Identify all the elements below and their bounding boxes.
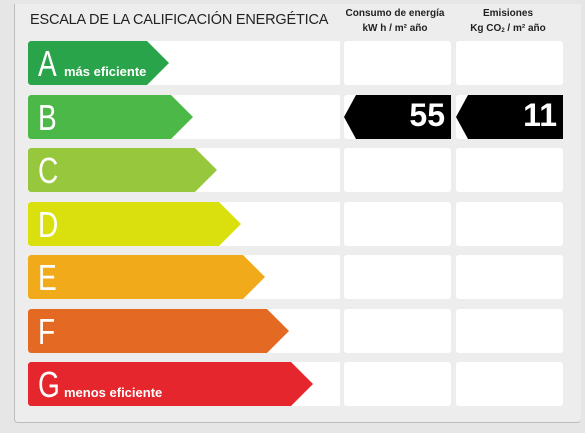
class-letter: C: [38, 150, 59, 191]
class-label: menos eficiente: [64, 385, 163, 400]
energy-cell-d: [344, 202, 451, 246]
energy-cell-e: [344, 255, 451, 299]
emissions-column-header: Emisiones Kg CO2 / m² año: [453, 6, 563, 39]
emissions-cell-d: [456, 202, 563, 246]
class-letter: G: [38, 364, 60, 405]
emissions-unit-sub: 2: [501, 28, 505, 34]
energy-value-tag: 55: [344, 95, 451, 139]
emissions-cell-g: [456, 362, 563, 406]
class-letter: D: [38, 204, 59, 245]
class-arrow-b: B: [28, 95, 193, 139]
emissions-cell-e: [456, 255, 563, 299]
class-letter: F: [38, 311, 56, 352]
class-arrow-c: C: [28, 148, 217, 192]
emissions-unit-prefix: Kg CO: [470, 23, 502, 34]
emissions-cell-f: [456, 309, 563, 353]
class-letter: A: [38, 43, 57, 84]
emissions-value-tag: 11: [456, 95, 563, 139]
class-arrow-e: E: [28, 255, 265, 299]
class-arrow-f: F: [28, 309, 289, 353]
energy-header-unit: kW h / m² año: [362, 23, 428, 34]
energy-cell-g: [344, 362, 451, 406]
emissions-header-unit: Kg CO2 / m² año: [453, 21, 563, 39]
class-letter: B: [38, 97, 57, 138]
emissions-header-line1: Emisiones: [482, 8, 534, 19]
emissions-cell-a: [456, 41, 563, 85]
energy-cell-f: [344, 309, 451, 353]
class-arrow-d: D: [28, 202, 241, 246]
class-label: más eficiente: [64, 64, 147, 79]
emissions-cell-c: [456, 148, 563, 192]
energy-cell-c: [344, 148, 451, 192]
energy-column-header: Consumo de energía kW h / m² año: [340, 6, 450, 36]
energy-header-line1: Consumo de energía: [345, 8, 445, 19]
emissions-unit-suffix: / m² año: [504, 23, 546, 34]
scale-title: ESCALA DE LA CALIFICACIÓN ENERGÉTICA: [30, 12, 329, 28]
class-letter: E: [38, 257, 57, 298]
energy-cell-a: [344, 41, 451, 85]
